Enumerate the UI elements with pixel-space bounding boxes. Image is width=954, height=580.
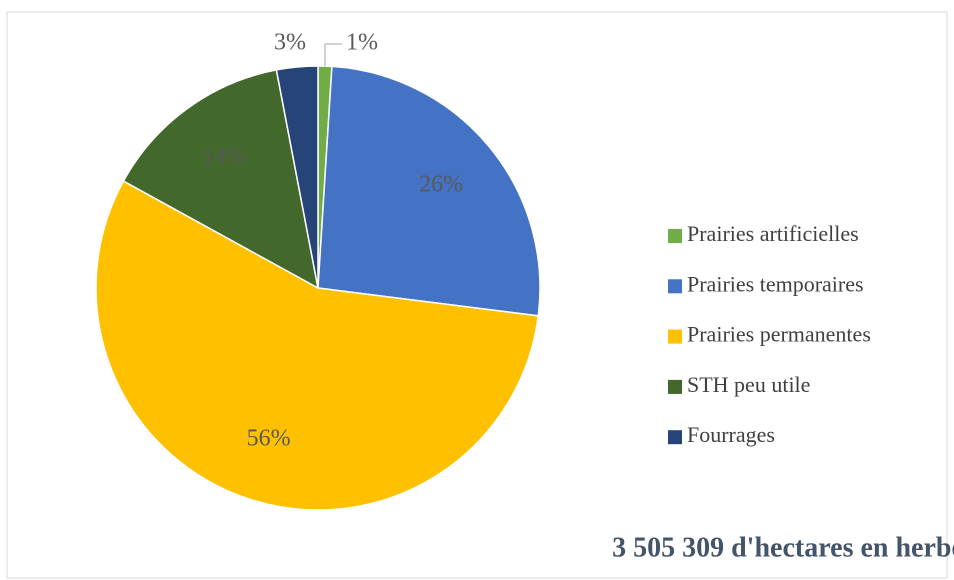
legend-swatch (668, 279, 682, 294)
legend-label: Prairies temporaires (687, 271, 864, 296)
legend-label: Prairies artificielles (687, 221, 859, 246)
legend-label: Fourrages (687, 422, 775, 447)
data-label: 26% (419, 172, 463, 198)
legend-swatch (668, 430, 682, 445)
data-label: 56% (247, 426, 291, 452)
data-label: 3% (274, 30, 306, 56)
legend-label: STH peu utile (687, 372, 810, 397)
pie-slice (317, 65, 541, 317)
pie-slice (275, 65, 319, 289)
leader-line (324, 43, 342, 67)
annotation: 3 505 309 d'hectares en herbe (612, 532, 954, 563)
pie-slice (122, 69, 320, 290)
data-label: 1% (346, 30, 378, 56)
legend-swatch (668, 379, 682, 394)
data-label: 14% (202, 144, 246, 170)
legend-label: Prairies permanentes (687, 322, 871, 347)
legend-swatch (668, 329, 682, 344)
pie-slice (95, 180, 540, 511)
legend-swatch (668, 229, 682, 243)
